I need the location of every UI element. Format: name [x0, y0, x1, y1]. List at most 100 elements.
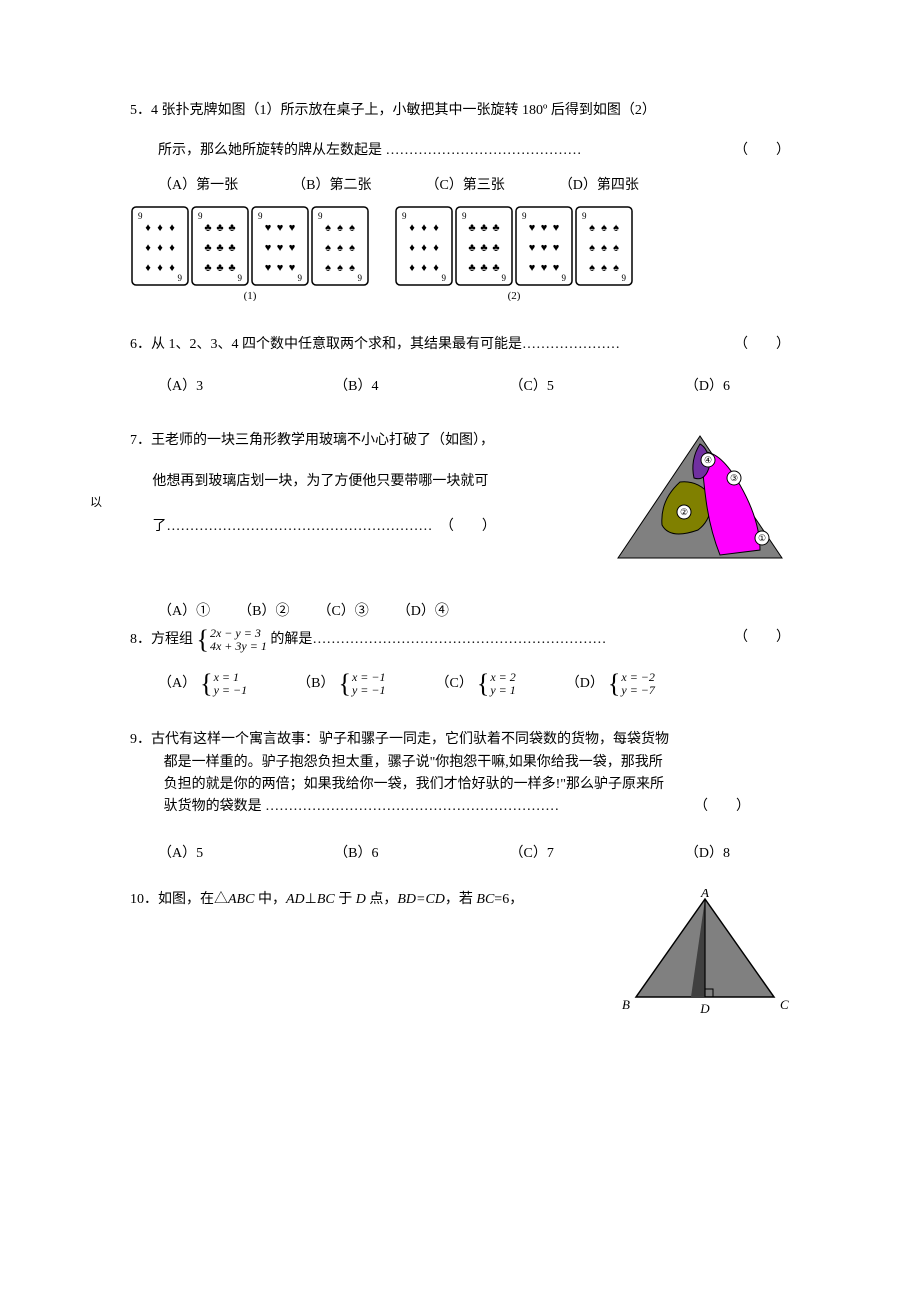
q9-opt-a: （A）5	[158, 843, 203, 865]
brace-icon: {	[197, 627, 209, 653]
triangle-figure: ①②③④	[610, 430, 790, 570]
svg-text:♣: ♣	[216, 222, 223, 234]
q10-figure-wrap: ABCD	[620, 889, 790, 1027]
q5-line1: 5．4 张扑克牌如图（1）所示放在桌子上，小敏把其中一张旋转 180º 后得到如…	[130, 100, 790, 122]
q8-opt-c: （C） { x = 2 y = 1	[436, 671, 516, 697]
q6-opt-a: （A）3	[158, 376, 203, 398]
svg-text:9: 9	[562, 273, 567, 283]
svg-text:♥: ♥	[277, 262, 284, 274]
svg-text:(2): (2)	[508, 290, 521, 301]
svg-text:♦: ♦	[157, 262, 163, 274]
svg-text:B: B	[622, 997, 630, 1012]
q6-opt-b: （B）4	[334, 376, 378, 398]
q8-a-r2: y = −1	[214, 684, 248, 697]
svg-text:♥: ♥	[541, 222, 548, 234]
svg-text:9: 9	[442, 273, 447, 283]
q8-text: （ ） 8．方程组 { 2x − y = 3 4x + 3y = 1 的解是………	[130, 627, 790, 653]
svg-text:♥: ♥	[541, 242, 548, 254]
svg-text:9: 9	[258, 211, 263, 221]
q8-equations: { 2x − y = 3 4x + 3y = 1	[197, 627, 267, 653]
cards-figure: 99♦♦♦♦♦♦♦♦♦99♣♣♣♣♣♣♣♣♣99♥♥♥♥♥♥♥♥♥99♠♠♠♠♠…	[130, 205, 634, 301]
question-7: 7．王老师的一块三角形教学用玻璃不小心打破了（如图）， 他想再到玻璃店划一块，为…	[130, 430, 790, 623]
svg-text:♠: ♠	[337, 242, 343, 254]
q9-options: （A）5 （B）6 （C）7 （D）8	[158, 843, 790, 865]
question-10: 10．如图，在△ABC 中，AD⊥BC 于 D 点，BD=CD，若 BC=6， …	[130, 889, 790, 1027]
svg-text:♦: ♦	[409, 242, 415, 254]
q9-line2: 都是一样重的。驴子抱怨负担太重，骡子说"你抱怨干嘛,如果你给我一袋，那我所	[130, 752, 790, 774]
svg-text:♣: ♣	[468, 222, 475, 234]
q8-prefix: 8．方程组	[130, 632, 193, 647]
q7-opt-a: （A）①	[158, 601, 210, 623]
question-9: 9．古代有这样一个寓言故事：驴子和骡子一同走，它们驮着不同袋数的货物，每袋货物 …	[130, 729, 790, 865]
svg-text:♣: ♣	[492, 242, 499, 254]
q6-opt-c: （C）5	[510, 376, 554, 398]
q7-line3-wrap: 了………………………………………………… （ ）	[130, 516, 596, 538]
q9-opt-c: （C）7	[510, 843, 554, 865]
svg-text:♣: ♣	[204, 262, 211, 274]
q8-d-r2: y = −7	[621, 684, 655, 697]
svg-text:♣: ♣	[480, 262, 487, 274]
svg-text:♦: ♦	[433, 222, 439, 234]
svg-text:♣: ♣	[204, 222, 211, 234]
svg-text:C: C	[780, 997, 789, 1012]
svg-text:♥: ♥	[529, 222, 536, 234]
svg-text:♦: ♦	[169, 222, 175, 234]
svg-text:♦: ♦	[157, 222, 163, 234]
svg-text:②: ②	[680, 507, 688, 517]
svg-text:♦: ♦	[421, 242, 427, 254]
svg-text:9: 9	[522, 211, 527, 221]
svg-text:♥: ♥	[265, 222, 272, 234]
q9-line4-wrap: （ ） 驮货物的袋数是 ………………………………………………………	[130, 796, 790, 818]
svg-text:♣: ♣	[480, 222, 487, 234]
q10-text: 10．如图，在△ABC 中，AD⊥BC 于 D 点，BD=CD，若 BC=6，	[130, 889, 604, 911]
svg-text:♠: ♠	[349, 242, 355, 254]
svg-text:♦: ♦	[421, 262, 427, 274]
q5-opt-d: （D）第四张	[559, 175, 639, 197]
svg-text:♦: ♦	[169, 262, 175, 274]
answer-blank: （ ）	[440, 519, 496, 534]
svg-text:♣: ♣	[492, 262, 499, 274]
svg-text:9: 9	[402, 211, 407, 221]
q5-opt-a: （A）第一张	[158, 175, 238, 197]
q8-opt-b: （B） { x = −1 y = −1	[297, 671, 385, 697]
svg-text:♦: ♦	[145, 242, 151, 254]
svg-text:D: D	[699, 1001, 710, 1016]
q7-options: （A）① （B）② （C）③ （D）④	[158, 601, 790, 623]
svg-text:♣: ♣	[480, 242, 487, 254]
svg-text:9: 9	[462, 211, 467, 221]
svg-text:♣: ♣	[204, 242, 211, 254]
svg-text:9: 9	[138, 211, 143, 221]
svg-text:♥: ♥	[265, 242, 272, 254]
q8-b-label: （B）	[297, 673, 334, 695]
q9-line4: 驮货物的袋数是 ………………………………………………………	[164, 799, 574, 814]
svg-text:♦: ♦	[409, 262, 415, 274]
svg-text:♣: ♣	[216, 242, 223, 254]
svg-text:♣: ♣	[228, 222, 235, 234]
svg-text:♦: ♦	[145, 262, 151, 274]
svg-text:♠: ♠	[349, 262, 355, 274]
svg-text:♥: ♥	[541, 262, 548, 274]
svg-text:9: 9	[298, 273, 303, 283]
q6-opt-d: （D）6	[685, 376, 730, 398]
q7-line2: 他想再到玻璃店划一块，为了方便他只要带哪一块就可	[130, 471, 596, 493]
triangle-abc-figure: ABCD	[620, 889, 790, 1019]
answer-blank: （ ）	[706, 140, 790, 162]
svg-text:③: ③	[730, 473, 738, 483]
q9-line3: 负担的就是你的两倍；如果我给你一袋，我们才恰好驮的一样多!"那么驴子原来所	[130, 774, 790, 796]
svg-text:♥: ♥	[553, 262, 560, 274]
svg-text:♥: ♥	[553, 242, 560, 254]
q7-line1: 7．王老师的一块三角形教学用玻璃不小心打破了（如图），	[130, 430, 596, 452]
answer-blank: （ ）	[694, 796, 750, 818]
q8-d-label: （D）	[566, 673, 604, 695]
svg-text:♦: ♦	[169, 242, 175, 254]
svg-text:♠: ♠	[325, 222, 331, 234]
svg-text:♦: ♦	[409, 222, 415, 234]
svg-text:♦: ♦	[433, 262, 439, 274]
svg-text:♥: ♥	[529, 262, 536, 274]
svg-text:♣: ♣	[492, 222, 499, 234]
question-5: 5．4 张扑克牌如图（1）所示放在桌子上，小敏把其中一张旋转 180º 后得到如…	[130, 100, 790, 310]
svg-text:♣: ♣	[468, 242, 475, 254]
svg-text:♣: ♣	[468, 262, 475, 274]
q8-c-r2: y = 1	[490, 684, 515, 697]
svg-text:♥: ♥	[529, 242, 536, 254]
